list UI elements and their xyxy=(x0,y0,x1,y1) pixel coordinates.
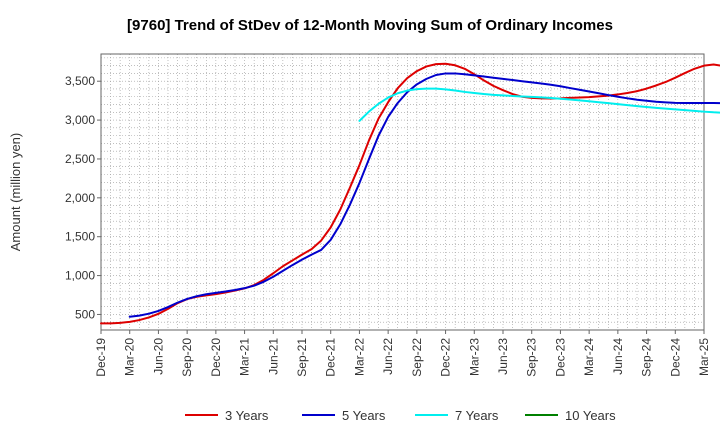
x-tick-label: Dec-21 xyxy=(324,338,338,377)
x-tick-label: Mar-20 xyxy=(123,338,137,376)
x-tick-label: Dec-23 xyxy=(553,338,567,377)
x-tick-label: Mar-22 xyxy=(352,338,366,376)
x-tick-label: Sep-24 xyxy=(640,338,654,377)
x-tick-label: Dec-20 xyxy=(209,338,223,377)
legend-label: 7 Years xyxy=(455,408,499,423)
series-line-5-years xyxy=(128,72,720,318)
x-tick-label: Jun-22 xyxy=(381,338,395,375)
x-tick-label: Jun-21 xyxy=(266,338,280,375)
x-axis: Dec-19 Mar-20 Jun-20 Sep-20 Dec-20 Mar-21 Jun-… xyxy=(94,330,711,377)
y-axis: 500 1,000 1,500 2,000 2,500 3,000 3,500 xyxy=(65,74,101,321)
y-axis-label: Amount (million yen) xyxy=(8,133,23,252)
x-tick-label: Sep-21 xyxy=(295,338,309,377)
y-tick-label: 1,000 xyxy=(65,269,95,283)
y-tick-label: 3,500 xyxy=(65,74,95,88)
x-tick-label: Jun-24 xyxy=(611,338,625,375)
series-line-3-years xyxy=(100,62,720,325)
x-tick-label: Dec-24 xyxy=(668,338,682,377)
series-line-7-years xyxy=(358,87,720,122)
x-tick-label: Mar-21 xyxy=(238,338,252,376)
x-tick-label: Sep-20 xyxy=(180,338,194,377)
y-tick-label: 1,500 xyxy=(65,230,95,244)
x-tick-label: Sep-23 xyxy=(525,338,539,377)
grid xyxy=(101,54,704,330)
x-tick-label: Jun-23 xyxy=(496,338,510,375)
legend-label: 5 Years xyxy=(342,408,386,423)
x-tick-label: Mar-24 xyxy=(582,338,596,376)
x-tick-label: Jun-20 xyxy=(151,338,165,375)
x-tick-label: Mar-23 xyxy=(467,338,481,376)
y-tick-label: 2,500 xyxy=(65,152,95,166)
series-group xyxy=(100,62,720,325)
x-tick-label: Dec-22 xyxy=(439,338,453,377)
y-tick-label: 2,000 xyxy=(65,191,95,205)
legend-label: 10 Years xyxy=(565,408,616,423)
plot-frame xyxy=(100,53,705,331)
y-tick-label: 3,000 xyxy=(65,113,95,127)
legend-label: 3 Years xyxy=(225,408,269,423)
chart-title: [9760] Trend of StDev of 12-Month Moving… xyxy=(127,17,613,34)
x-tick-label: Mar-25 xyxy=(697,338,711,376)
y-tick-label: 500 xyxy=(75,307,95,321)
legend: 3 Years 5 Years 7 Years 10 Years xyxy=(185,408,616,423)
x-tick-label: Dec-19 xyxy=(94,338,108,377)
x-tick-label: Sep-22 xyxy=(410,338,424,377)
